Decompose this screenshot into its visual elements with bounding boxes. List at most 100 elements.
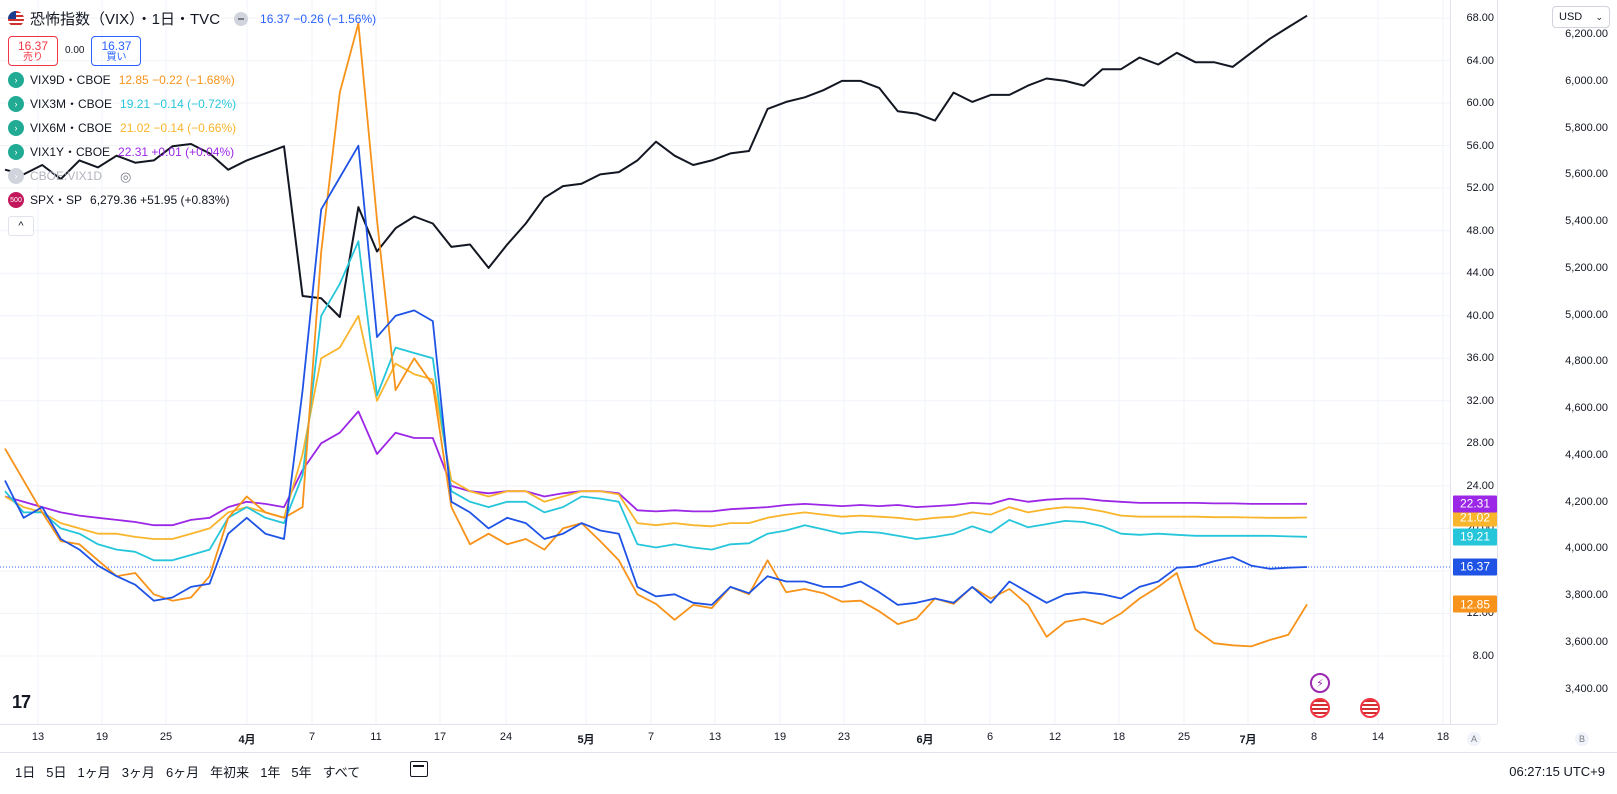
series-line-vix6m xyxy=(4,314,1308,540)
right-price-axis[interactable]: 6,200.00 6,000.00 5,800.00 5,600.00 5,400.00… xyxy=(1497,0,1617,724)
period-button[interactable]: 3ヶ月 xyxy=(121,765,155,780)
sell-button[interactable]: 16.37 売り xyxy=(8,36,58,66)
left-price-axis[interactable]: 68.00 64.00 60.00 56.00 52.00 48.00 44.00 40.00… xyxy=(1450,0,1498,724)
calendar-icon[interactable] xyxy=(410,761,428,777)
left-axis-tick: 52.00 xyxy=(1466,182,1494,195)
x-axis-tick: 23 xyxy=(837,731,851,743)
left-axis-tick: 56.00 xyxy=(1466,139,1494,152)
legend-row-0[interactable]: › VIX9D・CBOE 12.85 −0.22 (−1.68%) xyxy=(8,68,376,92)
right-axis-tick: 3,800.00 xyxy=(1565,589,1608,602)
legend-symbol-name[interactable]: VIX9D・CBOE xyxy=(30,73,111,87)
left-axis-tick: 28.00 xyxy=(1466,437,1494,450)
left-axis-tick: 48.00 xyxy=(1466,224,1494,237)
legend-symbol-name[interactable]: VIX3M・CBOE xyxy=(30,97,113,111)
left-axis-tick: 8.00 xyxy=(1472,649,1494,662)
legend-symbol-name[interactable]: SPX・SP xyxy=(30,193,83,207)
x-axis-tick: 8 xyxy=(1310,731,1318,743)
x-axis-tick: 25 xyxy=(159,731,173,743)
x-axis-tick: 19 xyxy=(773,731,787,743)
main-symbol-price: 16.37 −0.26 (−1.56%) xyxy=(260,12,377,26)
legend-symbol-values: 19.21 −0.14 (−0.72%) xyxy=(120,97,237,111)
period-button[interactable]: 5日 xyxy=(46,765,67,780)
lightning-event-icon[interactable]: ⚡ xyxy=(1310,673,1330,693)
legend-symbol-name[interactable]: CBOE:VIX1D xyxy=(30,169,103,183)
price-tag-vix1y: 22.31 xyxy=(1453,495,1497,513)
period-button[interactable]: 6ヶ月 xyxy=(165,765,200,780)
legend-row-1[interactable]: › VIX3M・CBOE 19.21 −0.14 (−0.72%) xyxy=(8,92,376,116)
right-axis-tick: 5,800.00 xyxy=(1565,121,1608,134)
left-axis-tick: 36.00 xyxy=(1466,352,1494,365)
x-axis-tick: 25 xyxy=(1177,731,1191,743)
currency-select[interactable]: USD ⌄ xyxy=(1552,6,1610,28)
period-button[interactable]: 1日 xyxy=(15,765,36,780)
symbol-status-icon: › xyxy=(8,96,24,112)
x-axis-tick: 11 xyxy=(370,731,382,743)
chevron-up-icon[interactable]: ^ xyxy=(8,216,34,236)
legend-row-5[interactable]: 500 SPX・SP 6,279.36 +51.95 (+0.83%) xyxy=(8,188,376,212)
x-axis-tick: 12 xyxy=(1048,731,1062,743)
left-axis-tick: 68.00 xyxy=(1466,12,1494,25)
main-symbol-title[interactable]: 恐怖指数（VIX）・1日・TVC xyxy=(30,10,221,28)
symbol-status-icon: › xyxy=(8,168,24,184)
x-axis-tick: 7月 xyxy=(1239,734,1257,746)
x-axis-tick: 6 xyxy=(986,731,994,743)
period-button[interactable]: 1年 xyxy=(260,765,281,780)
left-axis-tick: 60.00 xyxy=(1466,97,1494,110)
us-event-flag-icon[interactable] xyxy=(1360,698,1380,718)
legend-row-3[interactable]: › VIX1Y・CBOE 22.31 +0.01 (+0.04%) xyxy=(8,140,376,164)
chevron-down-icon: ⌄ xyxy=(1595,11,1603,22)
right-axis-tick: 5,400.00 xyxy=(1565,215,1608,228)
x-axis-tick: 6月 xyxy=(916,734,934,746)
period-button[interactable]: 1ヶ月 xyxy=(77,765,111,780)
axis-auto-toggle-b[interactable]: B xyxy=(1575,732,1589,746)
left-axis-tick: 32.00 xyxy=(1466,394,1494,407)
series-line-spx xyxy=(4,14,1308,318)
chart-area[interactable] xyxy=(0,0,1497,724)
right-axis-tick: 4,600.00 xyxy=(1565,402,1608,415)
currency-label: USD xyxy=(1559,11,1583,23)
series-line-vix9d xyxy=(4,22,1308,648)
right-axis-tick: 3,600.00 xyxy=(1565,635,1608,648)
left-axis-tick: 64.00 xyxy=(1466,54,1494,67)
left-axis-tick: 44.00 xyxy=(1466,267,1494,280)
us-event-flag-icon[interactable] xyxy=(1310,698,1330,718)
symbol-status-icon: › xyxy=(8,72,24,88)
trade-buttons: 16.37 売り 0.00 16.37 買い xyxy=(8,34,376,68)
series-line-vix1y xyxy=(4,410,1308,527)
buy-label: 買い xyxy=(106,51,127,63)
x-axis-tick: 18 xyxy=(1436,731,1450,743)
tradingview-logo-icon: 17 xyxy=(12,692,31,712)
price-chart[interactable] xyxy=(0,0,1497,724)
x-axis-tick: 13 xyxy=(31,731,45,743)
legend-symbol-values: 21.02 −0.14 (−0.66%) xyxy=(120,121,237,135)
x-axis-tick: 14 xyxy=(1371,731,1385,743)
right-axis-tick: 4,000.00 xyxy=(1565,542,1608,555)
price-tag-vix1d: 16.37 xyxy=(1453,558,1497,576)
legend-row-4[interactable]: › CBOE:VIX1D ◎ xyxy=(8,164,376,188)
legend-symbol-name[interactable]: VIX6M・CBOE xyxy=(30,121,113,135)
minimize-icon[interactable] xyxy=(234,12,249,26)
right-axis-tick: 5,200.00 xyxy=(1565,261,1608,274)
symbol-status-icon: › xyxy=(8,144,24,160)
main-symbol-row[interactable]: 恐怖指数（VIX）・1日・TVC 16.37 −0.26 (−1.56%) xyxy=(8,8,376,30)
period-button[interactable]: 年初来 xyxy=(210,765,250,780)
right-axis-tick: 4,800.00 xyxy=(1565,355,1608,368)
legend-symbol-name[interactable]: VIX1Y・CBOE xyxy=(30,145,111,159)
right-axis-tick: 3,400.00 xyxy=(1565,682,1608,695)
time-axis[interactable]: 13 19 25 4月 7 11 17 24 5月 7 13 19 23 6月 6 12 18 25 7月 8 14 18 xyxy=(0,724,1497,749)
period-selector: 1日 5日 1ヶ月 3ヶ月 6ヶ月 年初来 1年 5年 すべて xyxy=(15,762,371,781)
period-button[interactable]: すべて xyxy=(322,765,361,780)
left-axis-tick: 24.00 xyxy=(1466,479,1494,492)
legend-row-2[interactable]: › VIX6M・CBOE 21.02 −0.14 (−0.66%) xyxy=(8,116,376,140)
right-axis-tick: 6,000.00 xyxy=(1565,74,1608,87)
period-button[interactable]: 5年 xyxy=(291,765,312,780)
price-tag-vix3m: 19.21 xyxy=(1453,528,1497,546)
eye-hidden-icon[interactable]: ◎ xyxy=(120,168,132,184)
clock[interactable]: 06:27:15 UTC+9 xyxy=(1509,764,1605,779)
buy-value: 16.37 xyxy=(101,38,132,53)
buy-button[interactable]: 16.37 買い xyxy=(91,36,142,66)
legend-symbol-values: 12.85 −0.22 (−1.68%) xyxy=(118,73,235,87)
axis-auto-toggle-a[interactable]: A xyxy=(1467,732,1481,746)
x-axis-tick: 5月 xyxy=(577,734,595,746)
grid xyxy=(0,0,1450,724)
